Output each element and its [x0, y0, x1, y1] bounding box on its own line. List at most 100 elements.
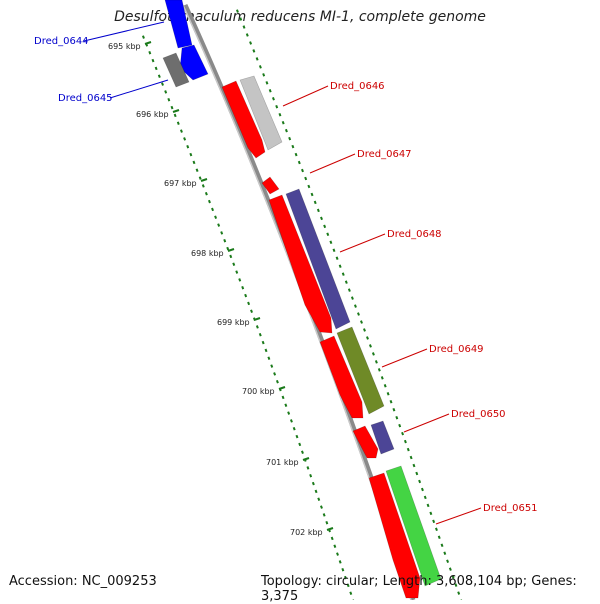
outer-tick-dot: [252, 49, 256, 53]
outer-tick-dot: [307, 184, 311, 189]
kbp-tick-label: 697 kbp: [164, 179, 197, 188]
feature-green-0651[interactable]: [385, 465, 442, 587]
inner-tick-dot: [261, 340, 265, 345]
inner-tick-dot: [195, 168, 199, 172]
feature-olive-0649[interactable]: [336, 326, 385, 415]
kbp-tick-mark: [302, 457, 310, 461]
outer-tick-dot: [291, 144, 295, 149]
kbp-tick-label: 701 kbp: [266, 458, 299, 467]
inner-tick-dot: [349, 591, 353, 595]
inner-tick-dot: [295, 434, 299, 439]
outer-tick-dot: [255, 57, 259, 61]
kbp-tick-mark: [253, 317, 261, 321]
inner-tick-dot: [333, 544, 337, 548]
outer-tick-dot: [392, 407, 396, 412]
backbone-highlight: [182, 4, 412, 600]
gene-label-dred_0648[interactable]: Dred_0648: [387, 229, 442, 240]
outer-tick-dot: [268, 89, 272, 93]
inner-tick-dot: [325, 520, 329, 525]
gene-label-dred_0645[interactable]: Dred_0645: [58, 93, 113, 104]
outer-tick-dot: [377, 368, 381, 372]
inner-tick-dot: [341, 567, 345, 572]
outer-tick-dot: [415, 471, 419, 476]
cds-0644[interactable]: [164, 0, 193, 49]
kbp-tick-label: 699 kbp: [217, 318, 250, 327]
gene-label-dred_0646[interactable]: Dred_0646: [330, 81, 385, 92]
cds-0650[interactable]: [352, 425, 379, 459]
map-title: Desulfotomaculum reducens MI-1, complete…: [114, 9, 486, 25]
outer-tick-dot: [429, 511, 433, 516]
gene-label-dred_0647[interactable]: Dred_0647: [357, 149, 412, 160]
outer-tick-dot: [406, 447, 410, 452]
inner-tick-dot: [314, 489, 318, 494]
inner-tick-dot: [298, 442, 302, 447]
outer-tick-dot: [281, 120, 285, 125]
inner-tick-dot: [292, 426, 296, 431]
gene-label-dred_0649[interactable]: Dred_0649: [429, 344, 484, 355]
inner-tick-dot: [183, 137, 187, 141]
gene-label-dred_0644[interactable]: Dred_0644: [34, 36, 89, 47]
inner-tick-dot: [270, 364, 274, 368]
outer-tick-dot: [448, 567, 452, 571]
outer-tick-dot: [301, 168, 304, 173]
inner-tick-dot: [306, 466, 310, 470]
inner-tick-dot: [217, 223, 221, 227]
gene-label-dred_0650[interactable]: Dred_0650: [451, 409, 506, 420]
feature-purple-0648[interactable]: [285, 188, 351, 330]
outer-tick-dot: [420, 487, 424, 492]
inner-tick-dot: [346, 583, 350, 588]
gene-leader-line: [381, 348, 428, 368]
outer-tick-dot: [383, 384, 387, 388]
inner-tick-dot: [176, 121, 180, 125]
outer-tick-dot: [294, 152, 298, 157]
outer-tick-dot: [412, 463, 416, 468]
feature-grey-0645[interactable]: [162, 52, 190, 88]
cds-0648[interactable]: [268, 194, 333, 334]
cds-0646[interactable]: [221, 80, 266, 159]
inner-tick-dot: [250, 309, 253, 313]
outer-tick-dot: [366, 336, 369, 340]
outer-tick-dot: [332, 248, 336, 253]
inner-tick-dot: [311, 481, 315, 486]
kbp-tick-mark: [326, 527, 334, 531]
outer-tick-dot: [395, 415, 399, 420]
kbp-tick-label: 700 kbp: [242, 387, 275, 396]
outer-tick-dot: [440, 543, 444, 548]
inner-tick-dot: [284, 403, 288, 407]
outer-tick-dot: [242, 25, 246, 29]
inner-tick-dot: [275, 379, 279, 384]
kbp-tick-mark: [144, 41, 152, 45]
inner-tick-dot: [241, 285, 245, 290]
outer-tick-dot: [239, 17, 243, 21]
outer-tick-dot: [323, 224, 327, 229]
outer-tick-dot: [437, 535, 441, 540]
inner-tick-dot: [211, 207, 214, 212]
inner-tick-dot: [161, 82, 164, 86]
cds-0647[interactable]: [261, 176, 280, 195]
outer-tick-dot: [423, 495, 427, 500]
outer-tick-dot: [335, 256, 339, 260]
outer-tick-dot: [369, 344, 372, 348]
kbp-tick-label: 698 kbp: [191, 249, 224, 258]
inner-tick-dot: [281, 395, 285, 400]
kbp-tick-label: 695 kbp: [108, 42, 141, 51]
feature-purple-0650[interactable]: [370, 420, 395, 455]
inner-tick-dot: [198, 176, 202, 180]
inner-tick-dot: [322, 513, 326, 517]
cds-0649[interactable]: [319, 335, 364, 419]
inner-tick-dot: [164, 90, 168, 94]
inner-tick-dot: [320, 505, 323, 509]
outer-tick-dot: [249, 41, 253, 45]
inner-tick-dot: [148, 50, 152, 55]
inner-tick-dot: [267, 356, 271, 360]
outer-tick-dot: [297, 160, 301, 165]
gene-label-dred_0651[interactable]: Dred_0651: [483, 503, 538, 514]
kbp-tick-mark: [172, 109, 180, 113]
feature-grey-0646[interactable]: [239, 75, 283, 151]
cds-0651[interactable]: [368, 472, 421, 599]
inner-tick-dot: [157, 74, 161, 78]
gene-leader-line: [403, 413, 450, 433]
inner-tick-dot: [273, 372, 277, 376]
inner-tick-dot: [289, 419, 293, 423]
